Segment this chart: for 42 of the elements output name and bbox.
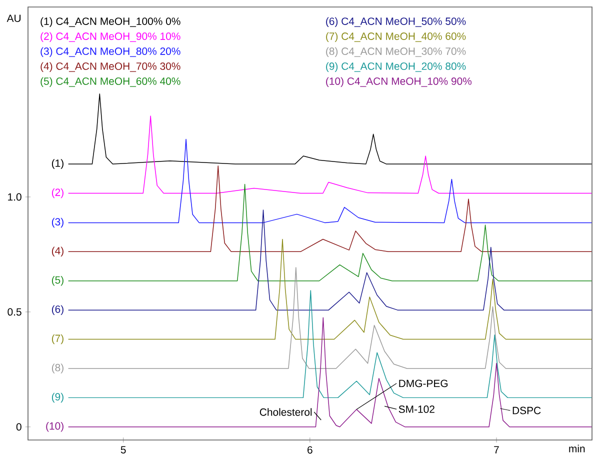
text: (2) C4_ACN MeOH_90% 10% <box>40 32 180 42</box>
x-tick-label: 5 <box>120 446 126 454</box>
text: (8) C4_ACN MeOH_30% 70% <box>326 47 466 57</box>
annotation: DMG-PEG <box>399 380 448 388</box>
text: (1) C4_ACN MeOH_100% 0% <box>40 17 180 28</box>
y-axis-title: AU <box>6 14 21 22</box>
annotation: (2) <box>52 188 64 198</box>
text: (5) C4_ACN MeOH_60% 40% <box>40 77 180 87</box>
annotation: (1) <box>52 159 64 169</box>
text: (7) C4_ACN MeOH_40% 60% <box>326 32 466 42</box>
line-series <box>68 210 592 310</box>
text: (3) C4_ACN MeOH_80% 20% <box>40 47 180 57</box>
annotation: Cholesterol <box>260 408 312 416</box>
annotation: (4) <box>52 246 64 257</box>
annotation: SM-102 <box>398 406 434 413</box>
y-tick-label: 0 <box>16 423 22 431</box>
line-series <box>68 94 592 164</box>
line-series <box>68 290 592 398</box>
line-series <box>68 138 592 224</box>
line-series <box>68 267 592 369</box>
line-series <box>68 166 592 252</box>
annotation: (6) <box>52 305 64 315</box>
x-tick-label: 6 <box>308 446 312 454</box>
line-series <box>68 317 592 428</box>
text: (6) C4_ACN MeOH_50% 50% <box>326 17 466 28</box>
annotation: DSPC <box>512 406 541 414</box>
annotation: (9) <box>52 392 64 403</box>
annotation: (10) <box>46 422 64 432</box>
line-series <box>68 238 592 340</box>
annotation: (8) <box>52 364 64 374</box>
line-series <box>68 116 592 194</box>
text: (10) C4_ACN MeOH_10% 90% <box>326 77 472 87</box>
annotation: (3) <box>52 218 64 228</box>
y-tick-label: 1.0 <box>8 193 22 201</box>
x-axis-title: min <box>569 444 585 452</box>
line-series <box>68 184 592 282</box>
text: (4) C4_ACN MeOH_70% 30% <box>40 62 180 72</box>
annotation: (7) <box>52 334 64 344</box>
y-tick-label: 0.5 <box>8 308 22 316</box>
text: (9) C4_ACN MeOH_20% 80% <box>326 62 466 72</box>
annotation: (5) <box>52 276 64 286</box>
x-tick-label: 7 <box>494 446 499 454</box>
